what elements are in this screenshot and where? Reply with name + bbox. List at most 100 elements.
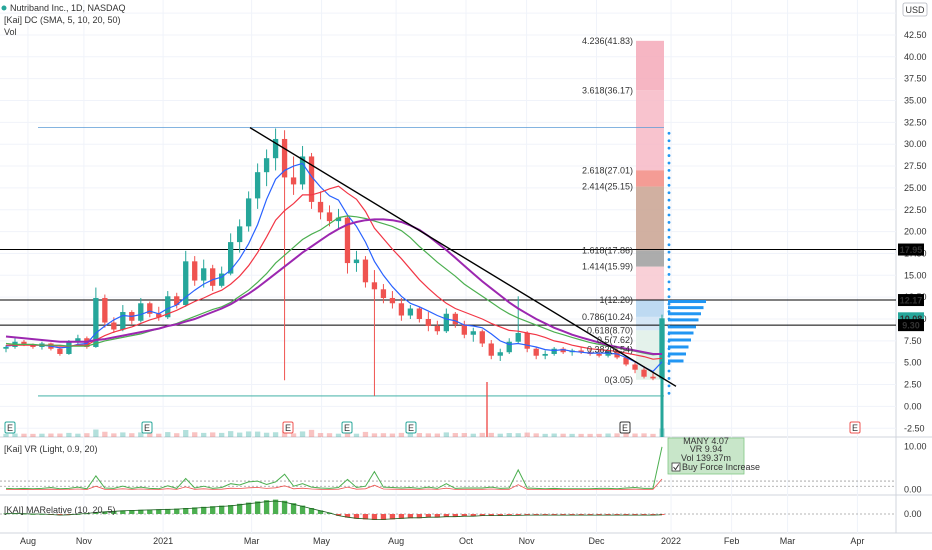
- price-badge: [898, 243, 924, 256]
- marelative-bar: [102, 511, 108, 514]
- marelative-tick-label: 0.00: [904, 509, 922, 519]
- volume-bar: [120, 432, 126, 437]
- fib-zone: [636, 266, 664, 300]
- fib-level-label: 0.618(8.70): [587, 325, 633, 335]
- level-dot: [667, 183, 671, 187]
- fib-level-label: 0.5(7.62): [597, 335, 633, 345]
- symbol-title[interactable]: Nutriband Inc., 1D, NASDAQ: [10, 3, 126, 13]
- marelative-bar: [299, 505, 306, 514]
- volume-bar: [66, 432, 72, 437]
- earnings-marker-letter: E: [622, 423, 628, 433]
- fib-zone: [636, 316, 664, 331]
- time-tick-label: 2022: [661, 536, 681, 546]
- volume-bar: [587, 433, 593, 437]
- marelative-bar: [488, 514, 494, 516]
- volume-bar: [551, 433, 557, 437]
- candle-body: [425, 319, 432, 327]
- earnings-marker-icon: [141, 421, 153, 434]
- time-tick-label: May: [313, 536, 331, 546]
- vr-info-vr: VR 9.94: [690, 444, 723, 454]
- marelative-bar: [272, 499, 279, 514]
- volume-bar: [560, 433, 566, 437]
- volume-bar: [57, 433, 63, 437]
- candle-body: [174, 296, 180, 306]
- level-dot: [667, 280, 671, 284]
- candle-body: [335, 217, 342, 222]
- checkmark-icon: [673, 464, 680, 471]
- volume-bar: [650, 433, 656, 437]
- marelative-bar: [183, 508, 189, 514]
- candle-body: [515, 332, 521, 342]
- price-tick-label: 22.50: [904, 205, 927, 215]
- candle-body: [281, 138, 288, 178]
- marelative-bar: [263, 500, 270, 514]
- volume-bar: [21, 433, 27, 437]
- level-dot: [667, 191, 671, 195]
- candle-body: [578, 350, 584, 353]
- volume-bar: [641, 433, 647, 437]
- trendline-group: [249, 127, 677, 387]
- price-tick-label: 15.00: [904, 270, 927, 280]
- indicator-dc-label[interactable]: [Kai] DC (SMA, 5, 10, 20, 50): [4, 15, 121, 25]
- currency-label: USD: [905, 5, 925, 15]
- level-dash: [668, 306, 704, 310]
- volume-bar: [488, 432, 494, 437]
- volume-bar: [569, 433, 575, 437]
- dotted-level-markers: [667, 131, 706, 395]
- candle-body: [470, 331, 476, 335]
- candle-body: [623, 357, 629, 365]
- price-tick-label: 7.50: [904, 336, 922, 346]
- vr-tick-label: 0.00: [904, 485, 922, 495]
- volume-bar: [317, 433, 324, 437]
- marelative-bar: [551, 514, 557, 516]
- earnings-marker-icon: [4, 421, 16, 434]
- fib-zone: [636, 186, 664, 251]
- volume-bar: [389, 433, 396, 437]
- candle-body: [147, 303, 153, 314]
- marelative-bar: [461, 514, 467, 517]
- fib-zones: [636, 40, 664, 380]
- marelative-bar: [219, 505, 225, 514]
- level-dot: [667, 206, 671, 209]
- price-tick-label: 30.00: [904, 139, 927, 149]
- price-badge: [898, 319, 924, 332]
- level-dot: [667, 169, 671, 172]
- volume-bar: [138, 432, 144, 437]
- volume-bar: [156, 433, 162, 437]
- volume-bar: [524, 432, 530, 437]
- time-axis-ticks: Aug Nov 2021 Mar May Aug Oct Nov Dec 2022 Feb Mar Ap…: [20, 536, 864, 546]
- price-tick-label: 0.00: [904, 401, 922, 411]
- volume-bar: [623, 433, 629, 437]
- price-tick-label: -2.50: [904, 423, 925, 433]
- marelative-bar: [452, 514, 458, 517]
- volume-bar: [165, 432, 171, 437]
- price-badge-text: 9.30: [902, 321, 920, 331]
- time-tick-label: Feb: [724, 536, 740, 546]
- level-dot: [667, 258, 671, 261]
- indicator-vol-label[interactable]: Vol: [4, 27, 17, 37]
- vr-indicator-title[interactable]: [Kai] VR (Light, 0.9, 20): [4, 444, 98, 454]
- marelative-signal-line: [6, 500, 663, 520]
- marelative-indicator-title[interactable]: [KAI] MARelative (10, 20, 5): [4, 505, 116, 515]
- marelative-bar: [470, 514, 476, 517]
- vr-info-box: [667, 437, 745, 475]
- fib-labels: 4.236(41.83) 3.618(36.17) 2.618(27.01) 2.41…: [582, 36, 633, 385]
- candle-body: [236, 226, 243, 243]
- volume-bar: [515, 433, 521, 437]
- marelative-bar: [236, 503, 243, 514]
- checkbox-icon: [671, 462, 681, 472]
- candle-body: [21, 341, 27, 346]
- marelative-bar: [353, 514, 360, 519]
- fib-level-label: 1.618(17.86): [582, 245, 633, 255]
- currency-badge[interactable]: [902, 2, 928, 17]
- time-tick-label: Mar: [780, 536, 796, 546]
- level-dot: [667, 221, 671, 224]
- marelative-bar: [623, 514, 629, 516]
- marelative-bar: [344, 514, 351, 518]
- price-tick-label: 35.00: [904, 96, 927, 106]
- marelative-pane: 0.00: [0, 499, 922, 520]
- volume-bar: [245, 431, 252, 437]
- candle-body: [452, 313, 458, 325]
- marelative-bar: [120, 510, 126, 514]
- volume-bar: [299, 431, 306, 437]
